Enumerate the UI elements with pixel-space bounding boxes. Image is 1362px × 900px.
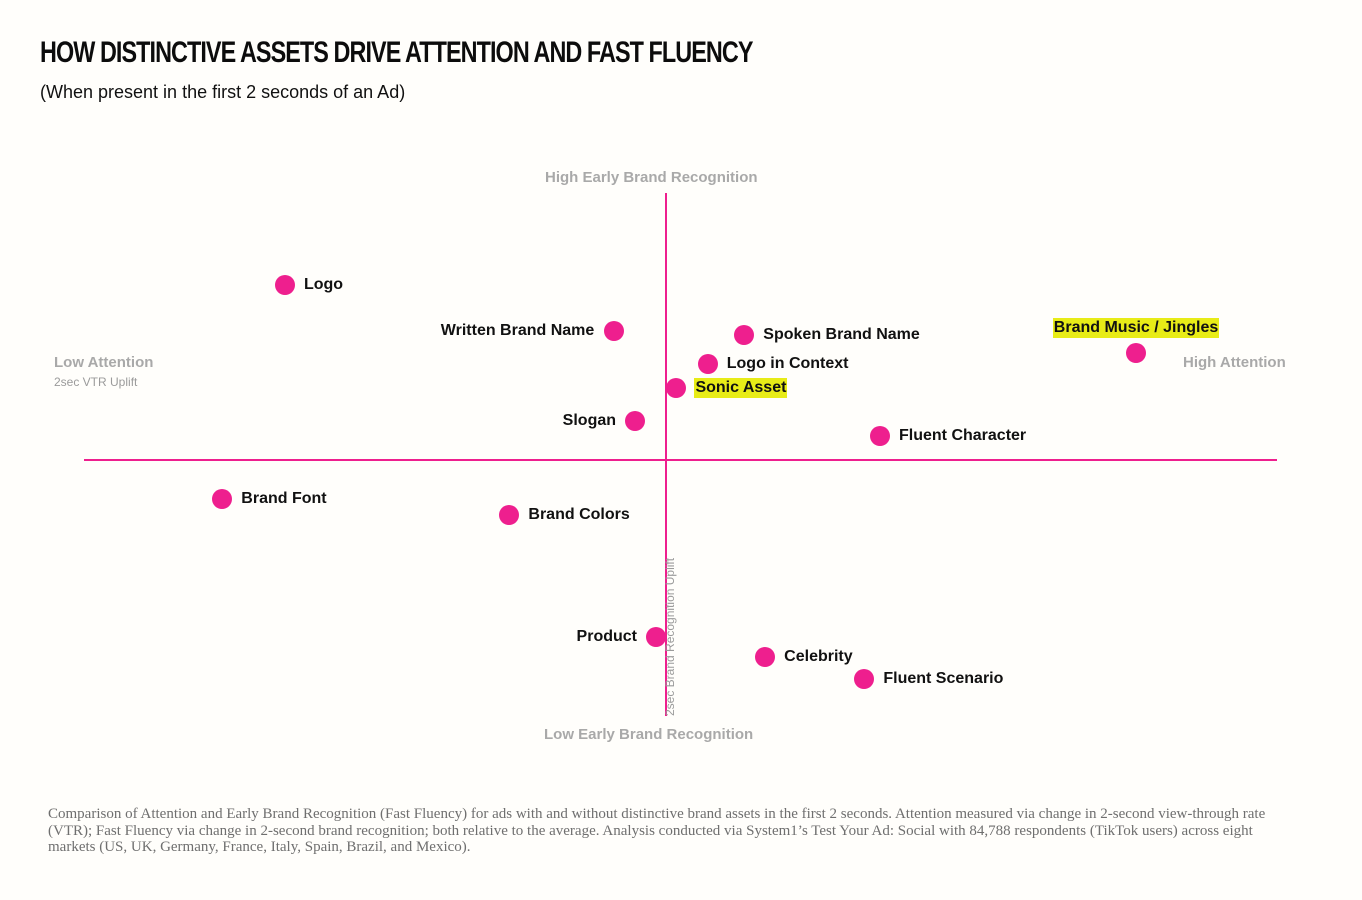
x-axis-line [84, 459, 1277, 461]
data-point-label: Slogan [562, 411, 617, 429]
data-point-label: Fluent Scenario [883, 670, 1004, 687]
data-point-marker [755, 647, 776, 668]
data-point-marker [624, 410, 645, 431]
x-axis-low-label: Low Attention [54, 354, 154, 371]
data-point-marker [603, 320, 624, 341]
data-point-label: Sonic Asset [694, 377, 788, 398]
data-point-label: Spoken Brand Name [763, 326, 920, 344]
data-point-label: Logo in Context [726, 354, 849, 372]
data-point-label: Written Brand Name [440, 321, 595, 339]
data-point-marker [870, 425, 891, 446]
data-point-label: Product [576, 628, 637, 646]
data-point-marker [212, 489, 233, 510]
x-axis-metric-label: 2sec VTR Uplift [54, 375, 138, 389]
y-axis-line [665, 193, 667, 716]
data-point-marker [734, 325, 755, 346]
data-point-marker [697, 353, 718, 374]
data-point-marker [1125, 342, 1146, 363]
footnote: Comparison of Attention and Early Brand … [48, 806, 1266, 855]
data-point-marker [645, 627, 666, 648]
data-point-marker [666, 377, 687, 398]
data-point-label: Celebrity [784, 648, 853, 666]
data-point-marker [854, 669, 875, 689]
data-point-label: Brand Font [241, 490, 327, 508]
chart-title: HOW DISTINCTIVE ASSETS DRIVE ATTENTION A… [40, 36, 753, 69]
y-axis-low-label: Low Early Brand Recognition [544, 726, 754, 743]
data-point-marker [274, 274, 295, 295]
data-point-marker [499, 504, 520, 525]
data-point-label: Brand Music / Jingles [1052, 317, 1220, 338]
data-point-label: Fluent Character [899, 426, 1027, 444]
chart-subtitle: (When present in the first 2 seconds of … [40, 82, 406, 102]
y-axis-high-label: High Early Brand Recognition [545, 169, 758, 186]
data-point-label: Logo [303, 275, 344, 293]
data-point-label: Brand Colors [528, 505, 630, 523]
x-axis-high-label: High Attention [1183, 354, 1286, 371]
